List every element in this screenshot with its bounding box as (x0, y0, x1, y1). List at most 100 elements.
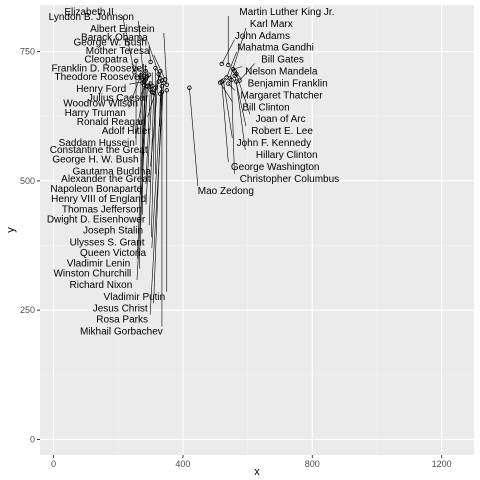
y-tick-label: 750 (20, 47, 35, 57)
data-point (153, 85, 158, 90)
point-label: Rosa Parks (96, 315, 148, 326)
data-point (234, 71, 239, 76)
point-label: Bill Gates (261, 55, 304, 66)
data-point (141, 79, 147, 84)
grid-lines (40, 5, 474, 455)
point-label: Vladimir Putin (104, 292, 166, 303)
point-label: Gautama Buddha (73, 167, 152, 178)
label-connector (137, 20, 145, 85)
label-connector (148, 92, 155, 226)
x-tick-label: 400 (175, 459, 190, 469)
point-label: Henry Ford (76, 84, 126, 95)
label-connector (226, 51, 238, 78)
point-label: Mahatma Gandhi (237, 43, 314, 54)
y-tick-label: 500 (20, 176, 35, 186)
data-point (138, 73, 144, 78)
label-connector (219, 82, 233, 103)
point-label: Mother Teresa (86, 46, 150, 57)
label-connector (221, 81, 229, 163)
label-connector (122, 15, 135, 73)
data-point (164, 88, 169, 93)
point-label: Thomas Jefferson (62, 204, 142, 215)
data-point (151, 90, 157, 96)
point-label: Elizabeth II (64, 7, 113, 18)
point-label: Richard Nixon (70, 280, 133, 291)
point-label: Bill Clinton (242, 102, 289, 113)
point-label: John Adams (235, 31, 290, 42)
point-label: Saddam Hussein (59, 138, 135, 149)
point-label: George Washington (231, 162, 320, 173)
data-point (217, 80, 223, 85)
panel-background (40, 5, 474, 455)
point-label: Napoleon Bonaparte (50, 184, 142, 195)
data-point (158, 91, 163, 97)
x-tick-label: 0 (51, 459, 56, 469)
label-connector (231, 79, 235, 174)
point-label: Ulysses S. Grant (70, 237, 145, 248)
point-label: Adolf Hitler (102, 126, 152, 137)
y-axis-title: y (5, 227, 17, 233)
point-label: Benjamin Franklin (248, 78, 328, 89)
label-connector (128, 75, 142, 108)
label-connector (145, 85, 153, 205)
point-label: Hillary Clinton (256, 150, 318, 161)
point-label: Queen Victoria (80, 248, 146, 259)
point-label: Lyndon B. Johnson (49, 12, 134, 23)
point-label: George W. Bush (74, 37, 147, 48)
label-connector (153, 86, 163, 304)
point-label: Christopher Columbus (240, 174, 340, 185)
point-label: Woodrow Wilson (63, 99, 138, 110)
label-connector (189, 87, 199, 186)
data-point (226, 62, 231, 68)
point-label: Ronald Reagan (77, 117, 147, 128)
label-connector (163, 32, 168, 85)
point-label: Theodore Roosevelt (55, 72, 145, 83)
label-connector (129, 81, 145, 85)
data-point (132, 70, 137, 75)
data-point (164, 82, 169, 87)
point-label: Karl Marx (250, 19, 293, 30)
data-point (145, 84, 150, 89)
point-label: Alexander the Great (61, 174, 151, 185)
label-connector (136, 71, 147, 259)
data-point (156, 72, 161, 77)
data-point (143, 75, 148, 80)
label-connector (148, 46, 151, 62)
point-label: Nelson Mandela (245, 67, 318, 78)
point-label: Cleopatra (84, 55, 128, 66)
y-tick-label: 0 (30, 434, 35, 444)
point-label: Jesus Christ (93, 303, 148, 314)
point-label: Margaret Thatcher (241, 90, 324, 101)
point-label: Julius Caesar (88, 93, 149, 104)
data-point (143, 69, 148, 74)
data-point (226, 81, 231, 86)
label-connector (239, 63, 255, 81)
data-point (159, 84, 165, 89)
point-label: Franklin D. Roosevelt (51, 63, 147, 74)
data-point (156, 79, 161, 84)
point-label: George H. W. Bush (52, 155, 138, 166)
data-point (187, 85, 192, 90)
x-axis-title: x (254, 466, 260, 478)
label-connector (149, 83, 164, 315)
data-point (237, 78, 242, 83)
point-label: Mao Zedong (198, 186, 254, 197)
data-point (219, 61, 224, 67)
data-point (133, 58, 139, 64)
data-point (141, 82, 147, 87)
y-tick-label: 250 (20, 305, 35, 315)
label-connector (229, 27, 247, 79)
label-connectors (122, 15, 255, 327)
point-label: Dwight D. Eisenhower (47, 215, 146, 226)
label-connector (150, 87, 156, 238)
x-tick-label: 800 (305, 459, 320, 469)
data-point (150, 83, 155, 88)
data-point (153, 65, 158, 71)
point-label: Joan of Arc (256, 114, 306, 125)
point-label: Martin Luther King Jr. (239, 7, 334, 18)
label-connector (153, 54, 166, 80)
label-connector (135, 79, 147, 139)
labels-layer: Constantine the Great George W. Bush Alexa… (47, 7, 339, 338)
label-connector (131, 63, 148, 77)
